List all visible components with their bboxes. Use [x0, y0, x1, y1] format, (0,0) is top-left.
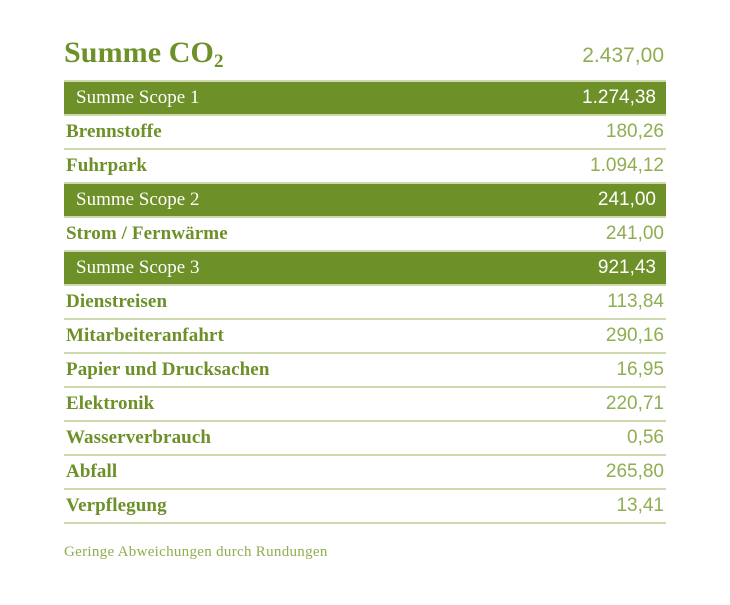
row-value: 220,71: [605, 393, 664, 414]
row-value: 265,80: [605, 461, 664, 482]
table-rows: Summe Scope 1 1.274,38 Brennstoffe 180,26 Fu…: [64, 82, 666, 524]
total-row: Summe CO2 2.437,00: [64, 36, 666, 80]
row-value: 113,84: [607, 291, 664, 312]
scope-row: Summe Scope 3 921,43: [64, 252, 666, 284]
row-value: 290,16: [605, 325, 664, 346]
table-row: Fuhrpark 1.094,12: [64, 150, 666, 182]
row-label: Brennstoffe: [66, 121, 162, 142]
table-row: Abfall 265,80: [64, 456, 666, 488]
row-value: 1.094,12: [590, 155, 664, 176]
table-row: Verpflegung 13,41: [64, 490, 666, 522]
table-container: Summe CO2 2.437,00 Summe Scope 1 1.274,38…: [64, 36, 666, 561]
divider: [64, 182, 666, 184]
row-label: Mitarbeiteranfahrt: [66, 325, 224, 346]
row-label: Papier und Drucksachen: [66, 359, 270, 380]
table-row: Brennstoffe 180,26: [64, 116, 666, 148]
divider: [64, 386, 666, 388]
row-label: Summe Scope 3: [76, 257, 200, 278]
row-value: 1.274,38: [582, 87, 656, 108]
row-label: Elektronik: [66, 393, 155, 414]
row-value: 241,00: [605, 223, 664, 244]
row-value: 241,00: [597, 189, 656, 210]
scope-row: Summe Scope 1 1.274,38: [64, 82, 666, 114]
divider: [64, 148, 666, 150]
page-title-subscript: 2: [213, 51, 224, 72]
table-row: Papier und Drucksachen 16,95: [64, 354, 666, 386]
divider: [64, 250, 666, 252]
row-value: 921,43: [597, 257, 656, 278]
divider: [64, 488, 666, 490]
row-label: Verpflegung: [66, 495, 167, 516]
row-value: 13,41: [616, 495, 664, 516]
row-label: Strom / Fernwärme: [66, 223, 228, 244]
table-row: Strom / Fernwärme 241,00: [64, 218, 666, 250]
divider: [64, 216, 666, 218]
divider: [64, 352, 666, 354]
divider: [64, 80, 666, 82]
row-label: Summe Scope 1: [76, 87, 200, 108]
row-label: Wasserverbrauch: [66, 427, 212, 448]
row-value: 16,95: [616, 359, 664, 380]
divider: [64, 454, 666, 456]
divider: [64, 522, 666, 524]
total-value: 2.437,00: [582, 44, 664, 67]
divider: [64, 420, 666, 422]
divider: [64, 318, 666, 320]
divider: [64, 284, 666, 286]
row-label: Summe Scope 2: [76, 189, 200, 210]
row-label: Fuhrpark: [66, 155, 148, 176]
divider: [64, 114, 666, 116]
page-title: Summe CO2: [64, 36, 223, 74]
page-title-text: Summe CO: [64, 36, 214, 69]
row-label: Dienstreisen: [66, 291, 168, 312]
footnote: Geringe Abweichungen durch Rundungen: [64, 544, 328, 560]
scope-row: Summe Scope 2 241,00: [64, 184, 666, 216]
table-row: Elektronik 220,71: [64, 388, 666, 420]
table-row: Dienstreisen 113,84: [64, 286, 666, 318]
table-row: Mitarbeiteranfahrt 290,16: [64, 320, 666, 352]
row-label: Abfall: [66, 461, 118, 482]
row-value: 180,26: [605, 121, 664, 142]
table-row: Wasserverbrauch 0,56: [64, 422, 666, 454]
row-value: 0,56: [627, 427, 664, 448]
